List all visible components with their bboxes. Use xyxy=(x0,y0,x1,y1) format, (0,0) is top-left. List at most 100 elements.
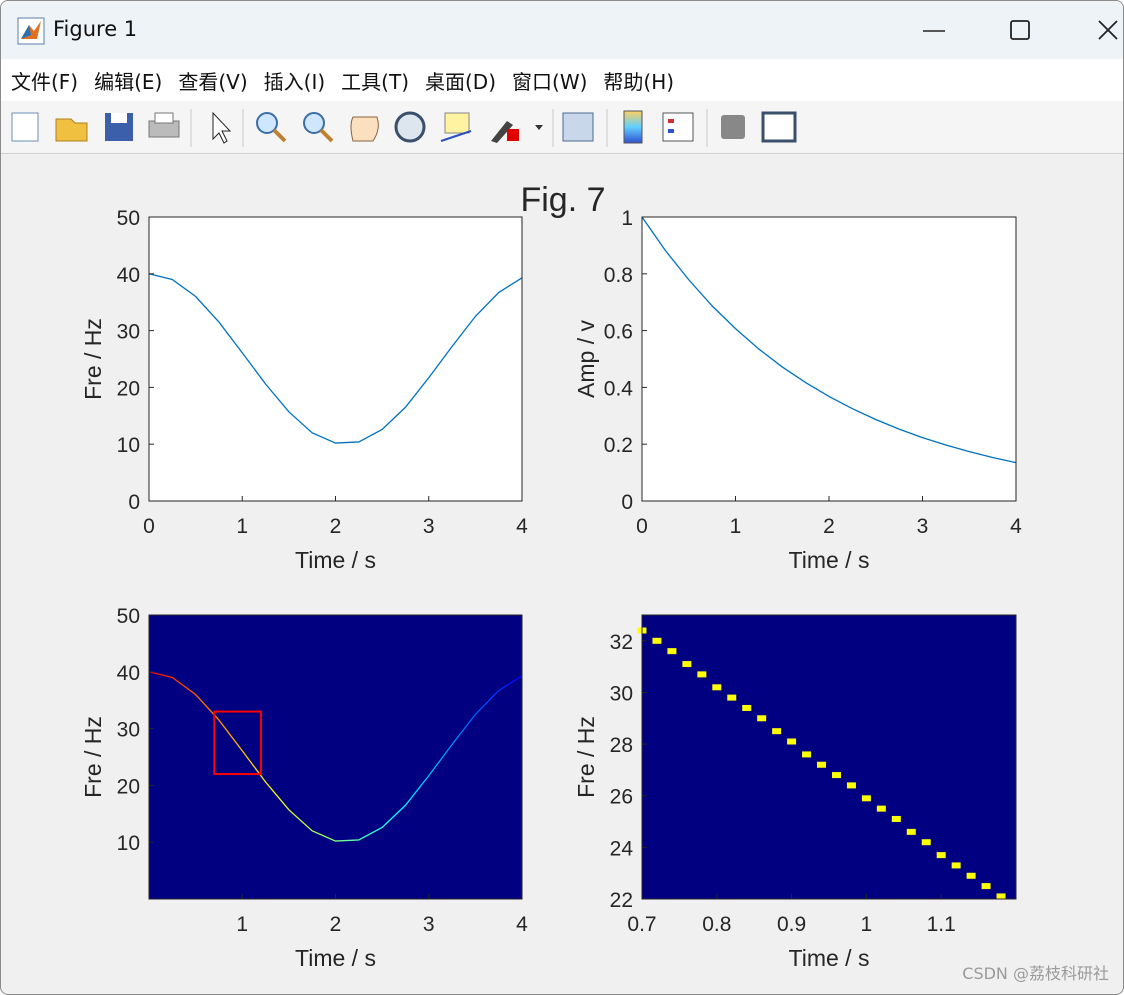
data-point xyxy=(757,715,767,722)
x-tick-label: 3 xyxy=(917,515,929,538)
x-tick-label: 1 xyxy=(730,515,742,538)
menu-item[interactable]: 工具(T) xyxy=(341,69,409,94)
window-controls xyxy=(923,20,1118,40)
y-tick-label: 40 xyxy=(117,662,140,685)
data-point xyxy=(981,883,991,890)
data-point xyxy=(876,805,886,812)
x-tick-label: 1 xyxy=(861,913,873,936)
close-button[interactable] xyxy=(1098,20,1118,40)
axes-box xyxy=(641,614,1017,900)
y-axis-label: Fre / Hz xyxy=(80,318,106,400)
x-tick-label: 0 xyxy=(143,515,155,538)
plot-background xyxy=(642,217,1016,501)
x-tick-label: 3 xyxy=(423,913,435,936)
y-tick-label: 26 xyxy=(610,786,633,809)
tool-icon[interactable] xyxy=(623,110,643,144)
y-tick-label: 0.6 xyxy=(604,321,633,344)
y-tick-label: 30 xyxy=(117,719,140,742)
x-axis-label: Time / s xyxy=(789,547,870,573)
app-icon xyxy=(17,17,45,45)
tool-icon[interactable] xyxy=(761,111,797,143)
x-tick-label: 2 xyxy=(823,515,835,538)
x-tick-label: 4 xyxy=(1010,515,1022,538)
data-point xyxy=(861,795,871,802)
data-line xyxy=(148,671,523,842)
x-tick-label: 0.8 xyxy=(702,913,731,936)
tool-icon[interactable] xyxy=(212,111,232,144)
plot-background xyxy=(642,615,1016,899)
data-point xyxy=(787,738,797,745)
menu-item[interactable]: 文件(F) xyxy=(11,69,79,94)
tool-icon[interactable] xyxy=(394,111,426,143)
tool-icon[interactable] xyxy=(303,112,334,143)
y-tick-label: 0 xyxy=(128,491,140,514)
data-point xyxy=(712,684,722,691)
x-tick-label: 2 xyxy=(330,913,342,936)
plot-background xyxy=(149,217,522,501)
x-tick-label: 2 xyxy=(330,515,342,538)
y-tick-label: 30 xyxy=(610,682,633,705)
data-point xyxy=(682,661,692,668)
data-point xyxy=(951,862,961,869)
y-tick-label: 50 xyxy=(117,605,140,628)
tool-icon[interactable] xyxy=(256,112,287,143)
tool-icon[interactable] xyxy=(721,115,745,139)
plot-background xyxy=(149,615,522,899)
x-tick-label: 3 xyxy=(423,515,435,538)
y-tick-label: 22 xyxy=(610,889,633,912)
tool-icon[interactable] xyxy=(562,112,594,142)
maximize-button[interactable] xyxy=(1010,20,1030,40)
x-axis-label: Time / s xyxy=(295,547,376,573)
data-point xyxy=(921,839,931,846)
highlight-box xyxy=(213,710,262,776)
y-tick-label: 1 xyxy=(621,207,633,230)
x-tick-label: 4 xyxy=(516,515,528,538)
window-title: Figure 1 xyxy=(53,17,138,41)
tool-icon[interactable] xyxy=(440,112,472,142)
data-point xyxy=(996,893,1006,900)
tool-icon[interactable] xyxy=(491,121,543,143)
tool-icon[interactable] xyxy=(148,112,180,138)
y-tick-label: 0.2 xyxy=(604,434,633,457)
data-point xyxy=(727,694,737,701)
menu-item[interactable]: 桌面(D) xyxy=(425,69,497,94)
tool-icon[interactable] xyxy=(350,116,379,142)
tool-icon[interactable] xyxy=(662,112,694,142)
y-axis-label: Fre / Hz xyxy=(573,716,599,798)
watermark: CSDN @荔枝科研社 xyxy=(962,964,1109,983)
menu-item[interactable]: 窗口(W) xyxy=(512,69,588,94)
y-tick-label: 20 xyxy=(117,775,140,798)
x-tick-label: 4 xyxy=(516,913,528,936)
data-point xyxy=(831,772,841,779)
data-point xyxy=(802,751,812,758)
y-tick-label: 50 xyxy=(117,207,140,230)
menu-item[interactable]: 编辑(E) xyxy=(94,69,163,94)
title-bar: Figure 1 xyxy=(1,1,1123,59)
y-tick-label: 0.4 xyxy=(604,377,634,400)
y-tick-label: 28 xyxy=(610,734,633,757)
menu-item[interactable]: 查看(V) xyxy=(178,69,248,94)
x-tick-label: 0 xyxy=(636,515,648,538)
tool-icon[interactable] xyxy=(11,112,39,142)
data-line xyxy=(148,273,523,444)
y-tick-label: 24 xyxy=(610,837,634,860)
x-tick-label: 0.7 xyxy=(627,913,656,936)
x-axis-label: Time / s xyxy=(295,945,376,971)
tool-icon[interactable] xyxy=(105,113,133,141)
data-line xyxy=(641,216,1017,464)
data-point xyxy=(936,852,946,859)
x-axis-label: Time / s xyxy=(789,945,870,971)
tool-icon[interactable] xyxy=(55,118,88,142)
x-tick-label: 0.9 xyxy=(777,913,806,936)
y-tick-label: 30 xyxy=(117,321,140,344)
menu-item[interactable]: 插入(I) xyxy=(263,69,326,94)
menu-item[interactable]: 帮助(H) xyxy=(603,69,675,94)
menu-bar: 文件(F) 编辑(E) 查看(V) 插入(I) 工具(T) 桌面(D) 窗口(W) 帮助(H) xyxy=(1,59,1123,101)
data-point xyxy=(891,815,901,822)
data-point xyxy=(772,728,782,735)
y-tick-label: 20 xyxy=(117,377,140,400)
y-tick-label: 10 xyxy=(117,832,140,855)
y-axis-label: Fre / Hz xyxy=(80,716,106,798)
